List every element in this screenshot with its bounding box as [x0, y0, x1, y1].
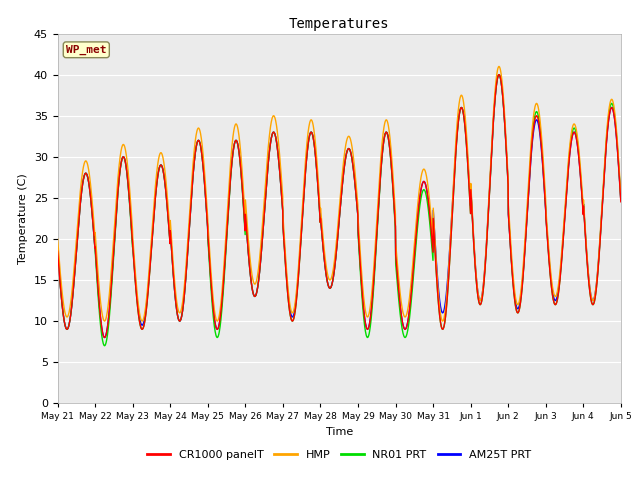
NR01 PRT: [100, 343, 108, 348]
Line: CR1000 panelT: CR1000 panelT: [58, 75, 621, 337]
AM25T PRT: [100, 335, 108, 340]
Text: WP_met: WP_met: [66, 45, 106, 55]
HMP: [356, 241, 364, 247]
AM25T PRT: [504, 165, 511, 171]
HMP: [504, 160, 511, 166]
CR1000 panelT: [568, 137, 575, 143]
HMP: [368, 288, 376, 294]
NR01 PRT: [211, 327, 219, 333]
CR1000 panelT: [617, 199, 625, 204]
AM25T PRT: [211, 319, 219, 325]
CR1000 panelT: [54, 248, 61, 254]
HMP: [568, 129, 575, 135]
Line: HMP: HMP: [58, 66, 621, 321]
HMP: [54, 236, 61, 242]
HMP: [100, 318, 108, 324]
AM25T PRT: [568, 137, 575, 143]
Y-axis label: Temperature (C): Temperature (C): [18, 173, 28, 264]
CR1000 panelT: [368, 300, 376, 306]
HMP: [583, 255, 591, 261]
Title: Temperatures: Temperatures: [289, 17, 390, 31]
HMP: [617, 192, 625, 198]
NR01 PRT: [368, 308, 376, 313]
NR01 PRT: [504, 167, 511, 173]
CR1000 panelT: [583, 260, 591, 265]
AM25T PRT: [356, 253, 364, 259]
AM25T PRT: [54, 248, 61, 254]
CR1000 panelT: [211, 319, 219, 325]
AM25T PRT: [617, 197, 625, 203]
AM25T PRT: [495, 72, 503, 78]
NR01 PRT: [583, 259, 591, 264]
NR01 PRT: [356, 259, 364, 264]
CR1000 panelT: [504, 167, 511, 173]
Legend: CR1000 panelT, HMP, NR01 PRT, AM25T PRT: CR1000 panelT, HMP, NR01 PRT, AM25T PRT: [143, 445, 536, 464]
NR01 PRT: [617, 197, 625, 203]
Line: NR01 PRT: NR01 PRT: [58, 75, 621, 346]
NR01 PRT: [495, 72, 503, 78]
NR01 PRT: [54, 248, 61, 254]
HMP: [211, 311, 219, 316]
CR1000 panelT: [356, 253, 364, 259]
CR1000 panelT: [100, 335, 108, 340]
CR1000 panelT: [495, 72, 503, 78]
HMP: [495, 63, 503, 69]
NR01 PRT: [568, 133, 575, 139]
AM25T PRT: [368, 300, 376, 306]
X-axis label: Time: Time: [326, 427, 353, 437]
Line: AM25T PRT: AM25T PRT: [58, 75, 621, 337]
AM25T PRT: [583, 256, 591, 262]
